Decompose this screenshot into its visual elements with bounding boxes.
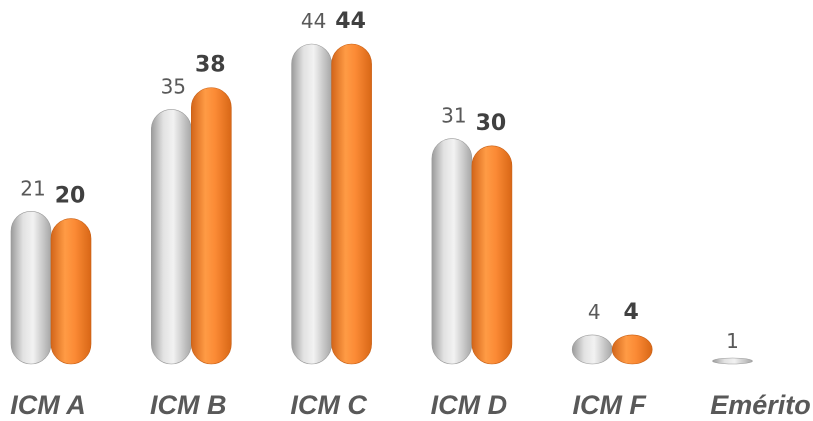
bar-icm-d-series-2	[471, 145, 513, 365]
bar-icm-b-series-1	[151, 109, 192, 365]
value-label-icm-b-series-2: 38	[195, 53, 226, 78]
bar-icm-f-series-2	[611, 334, 653, 365]
bar-icm-a-series-2	[50, 218, 92, 365]
value-label-icm-d-series-2: 30	[476, 111, 507, 136]
value-label-icm-f-series-2: 4	[624, 300, 639, 325]
category-labels-group: ICM A ICM B ICM C ICM D ICM F Emérito	[10, 390, 811, 420]
bar-icm-f-series-1	[571, 334, 613, 365]
category-label-icm-a: ICM A	[10, 390, 86, 420]
value-label-icm-c-series-2: 44	[335, 9, 366, 34]
category-label-icm-d: ICM D	[431, 390, 508, 420]
bar-icm-b-series-2	[191, 87, 232, 365]
category-label-emerito: Emérito	[710, 390, 811, 420]
category-label-icm-c: ICM C	[290, 390, 367, 420]
bars-group	[10, 43, 753, 365]
bar-icm-c-series-1	[291, 43, 332, 365]
value-label-emerito-series-1: 1	[726, 329, 739, 353]
bar-icm-a-series-1	[10, 210, 52, 365]
value-label-icm-b-series-1: 35	[161, 74, 186, 98]
bar-emerito-series-1	[712, 357, 753, 365]
value-label-icm-f-series-1: 4	[588, 300, 601, 324]
category-label-icm-b: ICM B	[150, 390, 227, 420]
value-label-icm-d-series-1: 31	[441, 104, 466, 128]
value-label-icm-a-series-1: 21	[20, 176, 45, 200]
bar-icm-c-series-2	[331, 43, 372, 365]
value-label-icm-a-series-2: 20	[55, 184, 86, 209]
category-label-icm-f: ICM F	[572, 390, 647, 420]
value-label-icm-c-series-1: 44	[301, 9, 326, 33]
bar-icm-d-series-1	[431, 138, 473, 365]
